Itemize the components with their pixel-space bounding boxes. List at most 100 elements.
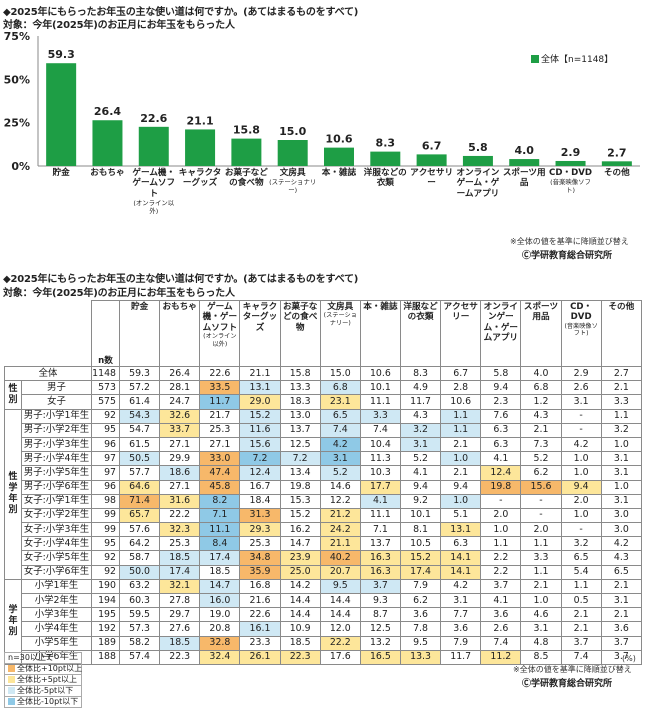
table-cell: 2.7 — [600, 365, 643, 382]
table-cell: 15.2 — [279, 507, 321, 524]
table-cell: 33.0 — [199, 451, 241, 467]
table-cell: 19.8 — [480, 479, 522, 495]
bar-9 — [416, 154, 447, 166]
row-label: 女子 — [21, 394, 92, 410]
table-row: 女子:小学6年生 92 50.0 17.4 18.5 35.9 25.0 20.7 16.3 17… — [5, 564, 643, 580]
table-cell: 26.4 — [159, 365, 201, 382]
table-legend-item: 全体比-5pt以下 — [4, 686, 82, 697]
table-cell: 17.4 — [399, 564, 442, 580]
bar-12 — [555, 160, 586, 166]
table-cell: 2.0 — [480, 507, 522, 524]
table-cell: 2.0 — [520, 522, 562, 538]
table-cell: 17.6 — [319, 649, 361, 665]
column-header-label: 洋服などの衣類 — [403, 302, 438, 323]
table-cell: 14.7 — [279, 536, 321, 552]
group-label: 性学年別 — [4, 408, 22, 580]
row-label: 小学5年生 — [21, 635, 92, 651]
table-cell: 12.4 — [239, 465, 281, 481]
chart-note: ※全体の値を基準に降順並び替え — [510, 237, 629, 246]
table-cell: 7.2 — [239, 451, 281, 467]
table-unit: (%) — [622, 654, 636, 663]
legend-swatch — [531, 55, 539, 63]
y-tick-label: 75% — [4, 30, 30, 43]
table-cell: 1.0 — [600, 436, 643, 453]
table-cell: 27.8 — [159, 592, 201, 609]
table-cell: 22.6 — [199, 365, 241, 382]
table-cell: 10.3 — [359, 465, 401, 481]
table-cell: 13.1 — [440, 522, 482, 538]
table-cell: 2.6 — [560, 380, 602, 396]
table-cell: 2.1 — [560, 621, 602, 637]
table-cell: 7.8 — [399, 621, 442, 637]
table-cell: 3.1 — [560, 394, 602, 410]
table-cell: 3.6 — [399, 607, 442, 623]
table-legend-swatch — [8, 676, 15, 683]
table-cell: 1.1 — [440, 408, 482, 424]
table-cell: 18.5 — [279, 635, 321, 651]
y-tick-label: 0% — [11, 160, 30, 170]
table-cell: 7.4 — [480, 635, 522, 651]
table-cell: 4.3 — [600, 550, 643, 566]
category-label-main: ゲーム機・ゲームソフト — [132, 168, 176, 199]
table-cell: 17.4 — [159, 564, 201, 580]
column-header-sub: (音楽映像ソフト) — [564, 322, 598, 338]
table-cell: - — [560, 408, 602, 424]
column-header: キャラクターグッズ — [239, 300, 281, 367]
table-cell: 8.7 — [359, 607, 401, 623]
category-label-main: お菓子などの食べ物 — [224, 168, 268, 189]
column-header-label: おもちゃ — [162, 302, 197, 312]
group-label: 性別 — [4, 380, 22, 410]
column-header-label: 本・雑誌 — [363, 302, 398, 312]
table-cell: 8.5 — [520, 649, 562, 665]
table-cell: 59.3 — [118, 365, 161, 382]
table-cell: 10.9 — [279, 621, 321, 637]
column-header: 本・雑誌 — [359, 300, 401, 367]
table-cell: 57.4 — [118, 649, 161, 665]
bar-value-label: 5.8 — [468, 141, 488, 154]
table-cell: 11.1 — [199, 522, 241, 538]
table-cell: 32.6 — [159, 408, 201, 424]
table-cell: 31.3 — [239, 507, 281, 524]
table-cell: 9.3 — [359, 592, 401, 609]
table-cell: 3.1 — [600, 451, 643, 467]
table-cell: 5.2 — [520, 451, 562, 467]
table-cell: 7.1 — [199, 507, 241, 524]
column-header: 文房具 (ステーショナリー) — [319, 300, 361, 367]
table-cell: 13.3 — [279, 380, 321, 396]
row-n: 192 — [91, 621, 120, 637]
table-cell: 7.1 — [359, 522, 401, 538]
table-cell: 25.3 — [199, 422, 241, 438]
table-cell: 20.7 — [319, 564, 361, 580]
table-cell: 14.7 — [199, 578, 241, 595]
table-cell: 6.3 — [480, 422, 522, 438]
category-label: オンラインゲーム・ゲームアプリ — [454, 168, 502, 199]
table-cell: 6.5 — [319, 408, 361, 424]
bar-value-label: 59.3 — [48, 48, 75, 61]
table-cell: 47.4 — [199, 465, 241, 481]
category-label-sub: (オンライン以外) — [133, 199, 175, 216]
table-cell: 10.4 — [359, 436, 401, 453]
table-cell: 15.8 — [279, 365, 321, 382]
table-cell: 10.6 — [359, 365, 401, 382]
table-cell: 6.3 — [440, 536, 482, 552]
table-cell: 26.1 — [239, 649, 281, 665]
table-cell: 2.1 — [440, 436, 482, 453]
category-label-main: その他 — [603, 168, 630, 178]
column-header-label: オンラインゲーム・ゲームアプリ — [483, 302, 519, 344]
table-cell: 25.0 — [279, 564, 321, 580]
table-cell: 27.1 — [159, 436, 201, 453]
table-cell: 2.9 — [560, 365, 602, 382]
table-cell: 6.2 — [399, 592, 442, 609]
row-n: 96 — [91, 479, 120, 495]
row-n: 573 — [91, 380, 120, 396]
table-cell: 7.4 — [359, 422, 401, 438]
table-cell: 15.3 — [279, 493, 321, 509]
table-cell: 6.8 — [319, 380, 361, 396]
table-cell: 71.4 — [118, 493, 161, 509]
table-row: 小学6年生 188 57.4 22.3 32.4 26.1 22.3 17.6 16.5 13.3… — [5, 649, 643, 665]
table-cell: 63.2 — [118, 578, 161, 595]
table-cell: 61.4 — [118, 394, 161, 410]
category-label: 文房具 (ステーショナリー) — [269, 168, 317, 194]
table-cell: 7.9 — [440, 635, 482, 651]
table-row: 男子:小学2年生 95 54.7 33.7 25.3 11.6 13.7 7.4 7.4 3.2 1… — [5, 422, 643, 438]
